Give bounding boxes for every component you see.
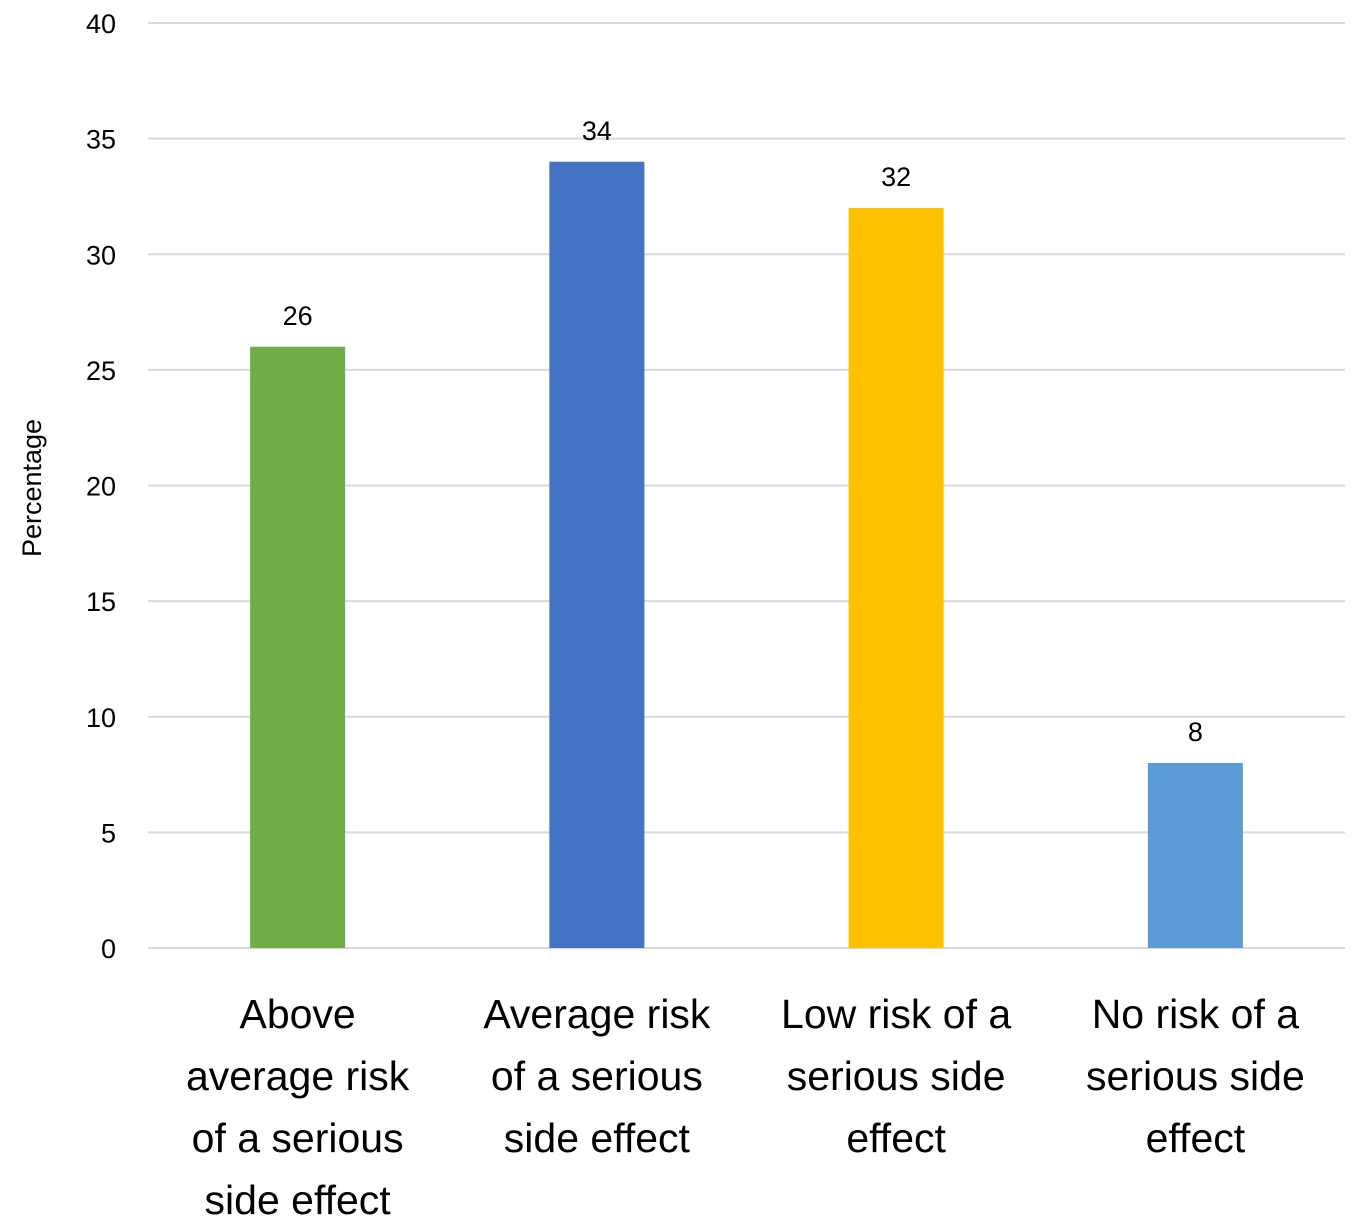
category-label-4-line-2: serious side — [1086, 1053, 1305, 1099]
y-tick-label-40: 40 — [86, 9, 116, 39]
category-label-1-line-2: average risk — [186, 1053, 410, 1099]
category-label-3-line-3: effect — [846, 1115, 946, 1161]
x-axis-category-labels: Above average risk of a serious side effect… — [186, 991, 1305, 1220]
data-label-1: 26 — [283, 301, 313, 331]
category-label-3-line-2: serious side — [787, 1053, 1006, 1099]
y-tick-label-0: 0 — [101, 934, 116, 964]
bar-4 — [1147, 763, 1243, 948]
y-tick-label-30: 30 — [86, 240, 116, 270]
y-tick-label-5: 5 — [101, 818, 116, 848]
bars — [250, 161, 1243, 948]
gridlines — [148, 22, 1345, 949]
category-label-1-line-3: of a serious — [192, 1115, 404, 1161]
y-tick-label-35: 35 — [86, 125, 116, 155]
category-label-4-line-1: No risk of a — [1092, 991, 1300, 1037]
category-label-3: Low risk of a serious side effect — [781, 991, 1011, 1161]
y-tick-label-20: 20 — [86, 472, 116, 502]
data-label-4: 8 — [1188, 717, 1203, 747]
data-label-3: 32 — [881, 162, 911, 192]
category-label-2: Average risk of a serious side effect — [483, 991, 711, 1161]
category-label-1-line-1: Above — [239, 991, 355, 1037]
y-tick-label-10: 10 — [86, 703, 116, 733]
category-label-2-line-1: Average risk — [483, 991, 711, 1037]
category-label-2-line-2: of a serious — [491, 1053, 703, 1099]
y-tick-label-15: 15 — [86, 587, 116, 617]
y-axis-title: Percentage — [17, 419, 47, 557]
bar-2 — [549, 161, 645, 948]
category-label-4: No risk of a serious side effect — [1086, 991, 1305, 1161]
category-label-3-line-1: Low risk of a — [781, 991, 1011, 1037]
bar-3 — [848, 208, 944, 948]
category-label-4-line-3: effect — [1146, 1115, 1246, 1161]
data-labels: 26 34 32 8 — [283, 116, 1203, 747]
data-label-2: 34 — [582, 116, 612, 146]
category-label-1: Above average risk of a serious side effect — [186, 991, 410, 1220]
y-tick-label-25: 25 — [86, 356, 116, 386]
category-label-1-line-4: side effect — [205, 1177, 392, 1220]
y-axis-tick-labels: 0 5 10 15 20 25 30 35 40 — [86, 9, 116, 964]
category-label-2-line-3: side effect — [504, 1115, 691, 1161]
bar-1 — [250, 346, 346, 948]
